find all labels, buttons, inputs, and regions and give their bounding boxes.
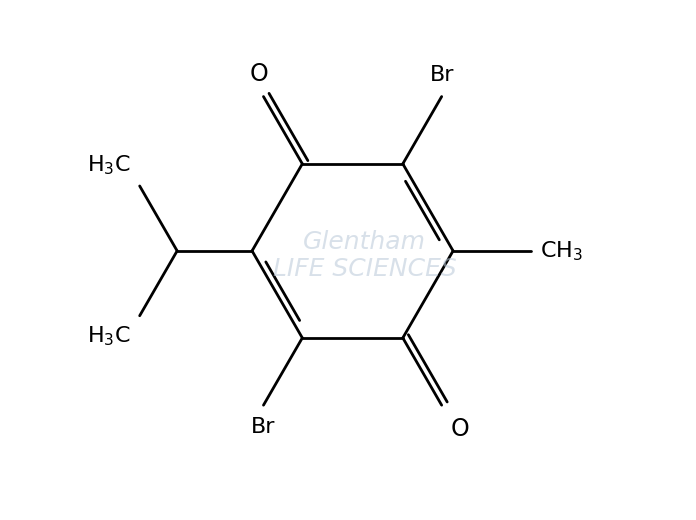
Text: O: O <box>451 417 470 441</box>
Text: Glentham
LIFE SCIENCES: Glentham LIFE SCIENCES <box>273 229 457 281</box>
Text: O: O <box>250 61 268 86</box>
Text: Br: Br <box>429 64 454 85</box>
Text: CH$_3$: CH$_3$ <box>540 239 583 263</box>
Text: H$_3$C: H$_3$C <box>87 325 131 348</box>
Text: Br: Br <box>251 417 276 437</box>
Text: H$_3$C: H$_3$C <box>87 153 131 177</box>
